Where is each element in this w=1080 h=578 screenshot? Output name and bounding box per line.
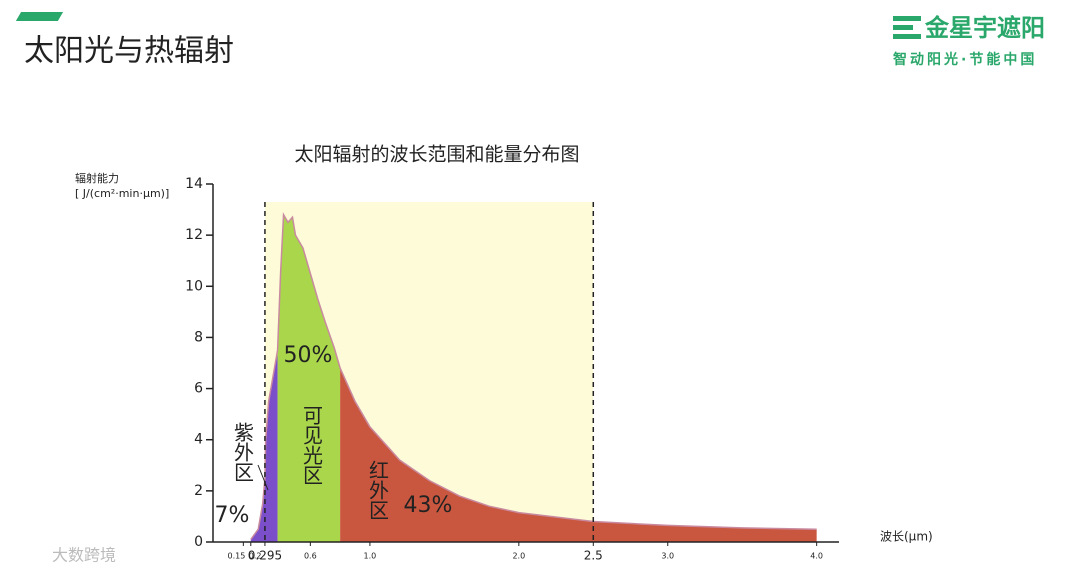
x-tick-label: 3.0 bbox=[661, 552, 674, 561]
x-axis-label: 波长(μm) bbox=[880, 530, 933, 544]
y-tick-label: 10 bbox=[185, 278, 203, 294]
y-tick-label: 2 bbox=[194, 483, 203, 499]
y-tick-label: 0 bbox=[194, 534, 203, 550]
y-axis-label: [ J/(cm²·min·μm)] bbox=[75, 187, 169, 200]
logo-name: 金星宇遮阳 bbox=[924, 14, 1045, 42]
x-tick-label: 0.295 bbox=[248, 549, 282, 563]
logo-slogan: 智动阳光·节能中国 bbox=[892, 51, 1037, 68]
y-tick-label: 6 bbox=[194, 381, 203, 397]
y-tick-label: 14 bbox=[185, 176, 203, 192]
region-share: 7% bbox=[215, 503, 250, 528]
x-tick-label: 0.6 bbox=[304, 552, 317, 561]
region-share: 43% bbox=[404, 493, 453, 518]
region-share: 50% bbox=[284, 343, 333, 368]
y-axis-label: 辐射能力 bbox=[75, 171, 119, 185]
y-tick-label: 12 bbox=[185, 227, 203, 243]
watermark: 大数跨境 bbox=[52, 546, 116, 565]
slide-title: 太阳光与热辐射 bbox=[24, 34, 234, 69]
spectrum-line bbox=[250, 212, 817, 540]
title-accent bbox=[15, 12, 64, 21]
region-fill bbox=[250, 350, 278, 542]
x-tick-label: 1.0 bbox=[364, 552, 377, 561]
x-tick-label: 2.5 bbox=[584, 549, 603, 563]
x-tick-label: 4.0 bbox=[810, 552, 823, 561]
x-tick-label: 0.15 bbox=[228, 552, 246, 561]
x-tick-label: 2.0 bbox=[512, 552, 525, 561]
region-fill bbox=[277, 214, 341, 542]
region-name: 红外区 bbox=[366, 460, 390, 520]
region-name: 紫外区 bbox=[231, 422, 255, 482]
region-fill bbox=[340, 368, 817, 542]
region-name: 可见光区 bbox=[300, 405, 324, 485]
x-tick-label: 0.2 bbox=[249, 552, 262, 561]
pointer bbox=[257, 464, 269, 491]
y-tick-label: 8 bbox=[194, 329, 203, 345]
logo-icon bbox=[893, 16, 921, 39]
y-tick-label: 4 bbox=[194, 432, 203, 448]
chart-title: 太阳辐射的波长范围和能量分布图 bbox=[294, 144, 579, 166]
